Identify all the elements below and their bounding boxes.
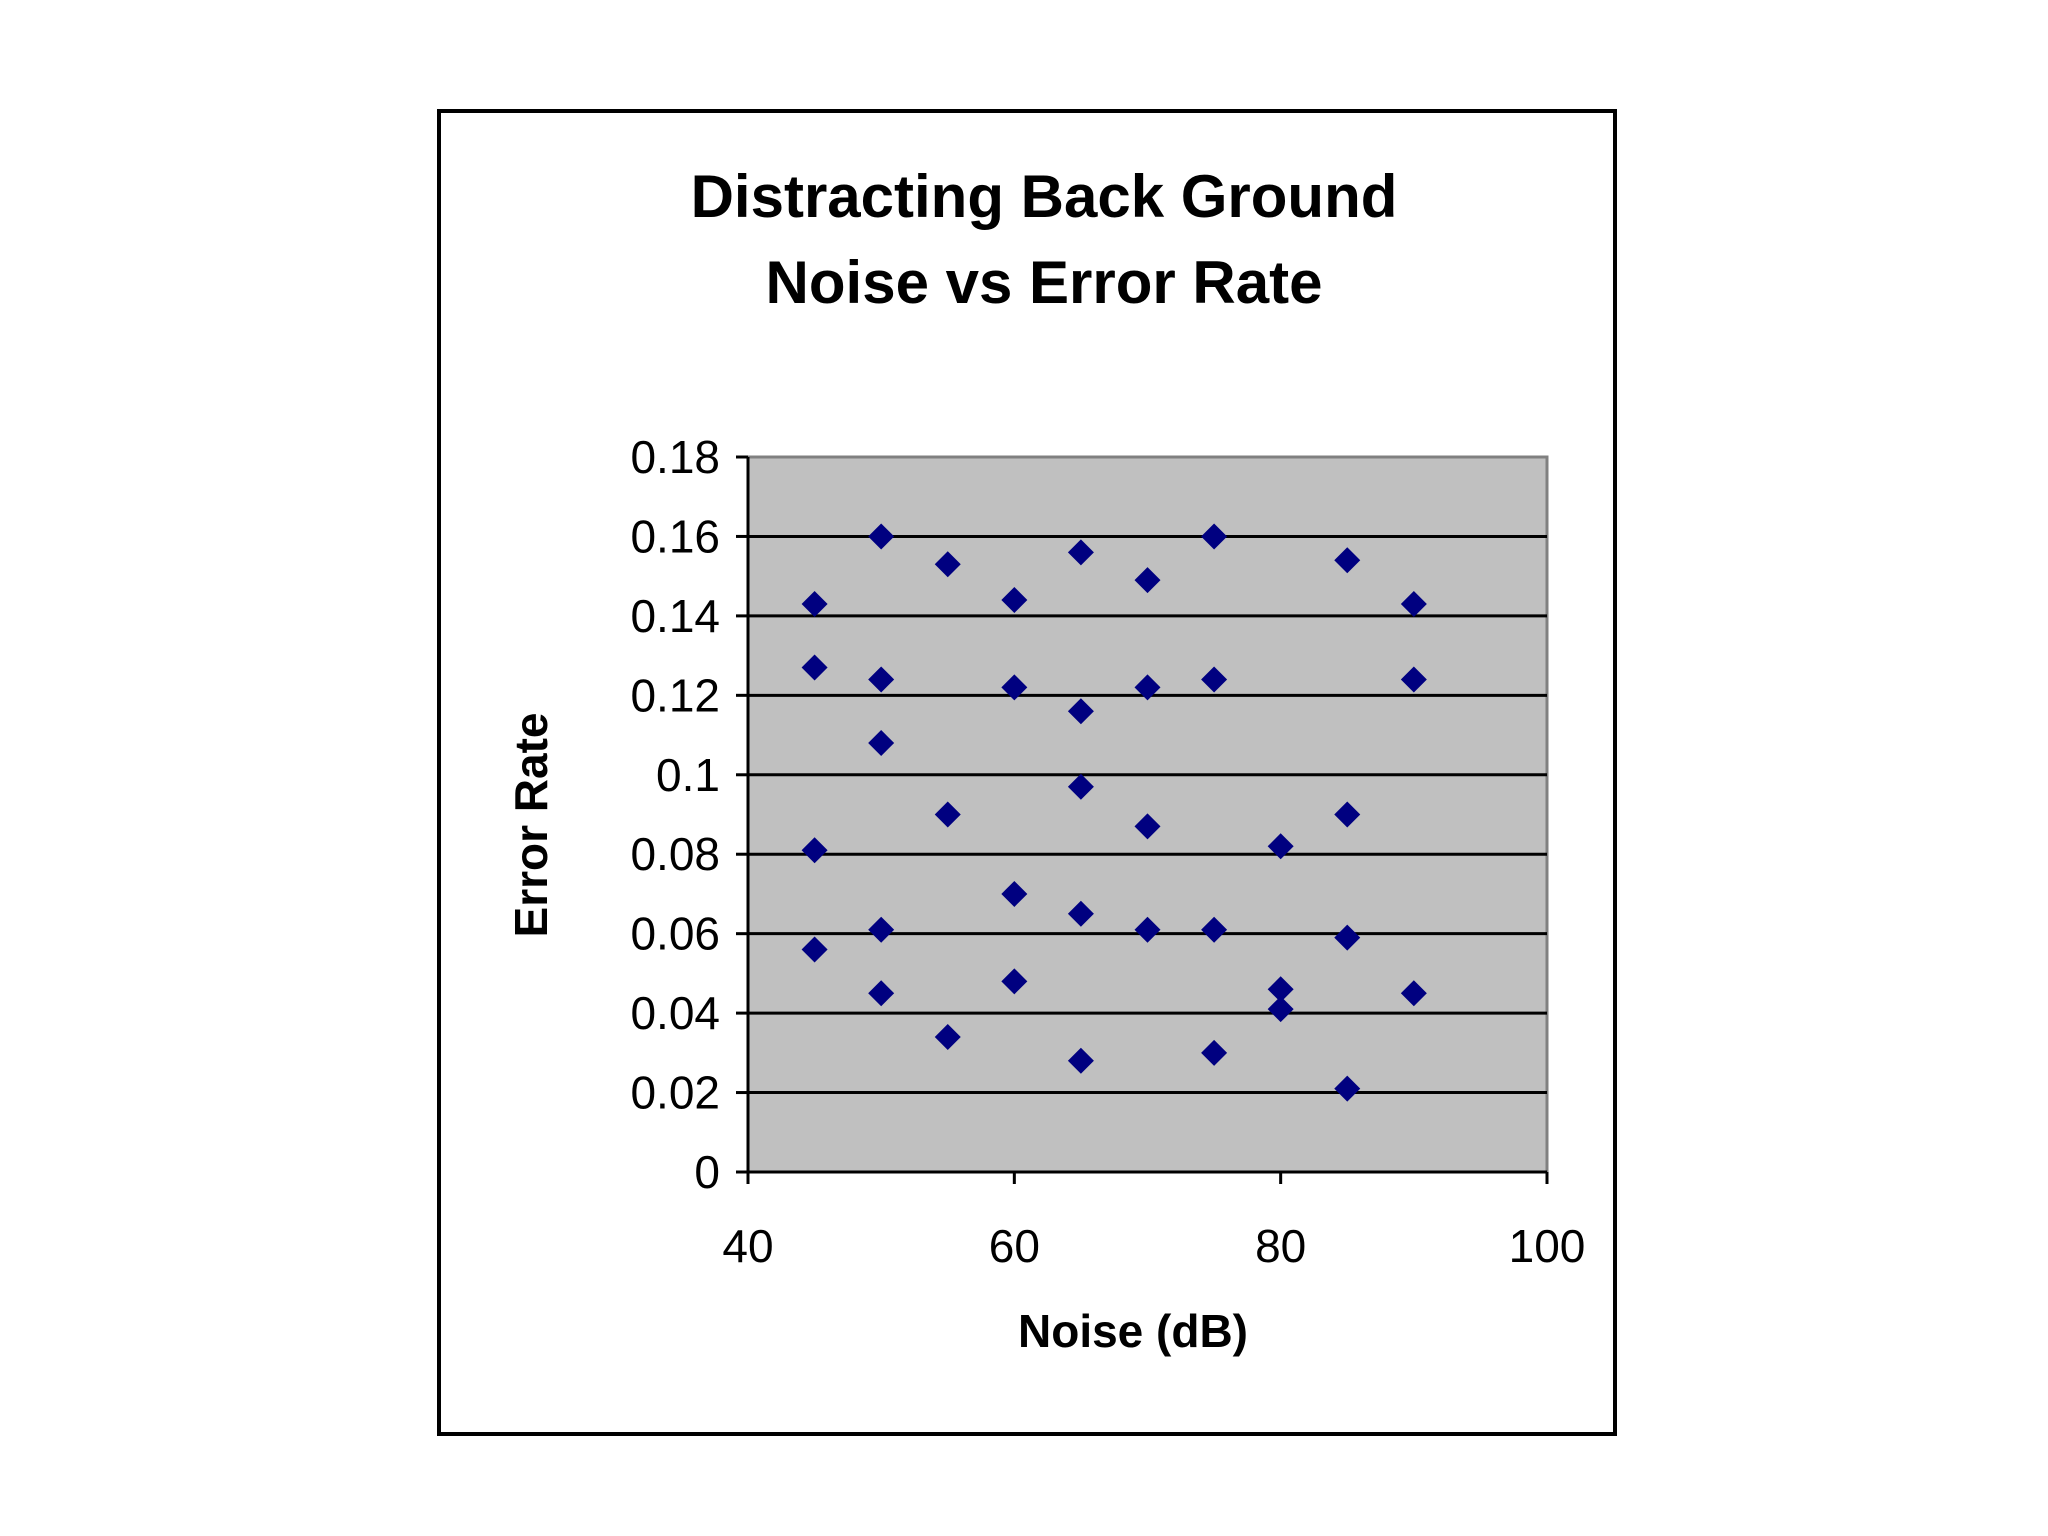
data-point (1134, 916, 1161, 943)
y-tick-label: 0.14 (630, 590, 720, 642)
data-point (868, 980, 895, 1007)
data-point (934, 801, 961, 828)
data-point (868, 730, 895, 756)
data-point (1334, 547, 1361, 574)
y-axis-title: Error Rate (505, 713, 557, 938)
data-point (934, 551, 961, 578)
y-tick-label: 0.1 (656, 749, 720, 801)
data-point (1201, 666, 1228, 693)
x-tick-label: 80 (1255, 1220, 1306, 1272)
chart-title-line-2: Noise vs Error Rate (766, 249, 1323, 316)
data-point (1001, 880, 1028, 907)
data-point (801, 936, 828, 963)
y-tick-label: 0.02 (630, 1067, 720, 1119)
data-point (868, 523, 895, 550)
data-point (1334, 924, 1361, 951)
y-tick-label: 0.12 (630, 669, 720, 721)
x-tick-label: 100 (1509, 1220, 1586, 1272)
data-point (1067, 900, 1094, 927)
data-point (801, 837, 828, 864)
data-point (1400, 666, 1427, 693)
data-point (934, 1023, 961, 1050)
data-point (1067, 698, 1094, 725)
data-point (1267, 996, 1294, 1023)
y-tick-label: 0.04 (630, 987, 720, 1039)
tick-labels: 0 0.02 0.04 0.06 0.08 0.1 0.12 0.14 0.16 0.18 40 60… (630, 431, 1585, 1272)
scatter-chart: Distracting Back Ground Noise vs Error R… (505, 163, 1585, 1357)
data-point (1334, 1075, 1361, 1102)
axes (736, 455, 1549, 1184)
data-point (1201, 523, 1228, 550)
data-point (868, 666, 895, 693)
data-points (801, 523, 1427, 1102)
data-point (1334, 801, 1361, 828)
data-point (1267, 976, 1294, 1003)
data-point (1067, 773, 1094, 800)
x-axis-title: Noise (dB) (1018, 1305, 1248, 1357)
y-tick-label: 0.06 (630, 908, 720, 960)
data-point (1267, 833, 1294, 860)
x-tick-label: 60 (989, 1220, 1040, 1272)
data-point (1067, 539, 1094, 566)
data-point (801, 590, 828, 617)
y-tick-label: 0 (694, 1146, 720, 1198)
data-point (1001, 587, 1028, 613)
data-point (1201, 916, 1228, 943)
data-point (1067, 1047, 1094, 1074)
y-tick-label: 0.18 (630, 431, 720, 483)
data-point (868, 916, 895, 943)
chart-title-line-1: Distracting Back Ground (691, 163, 1398, 230)
chart-frame: Distracting Back Ground Noise vs Error R… (437, 109, 1617, 1436)
data-point (801, 654, 828, 681)
data-point (1134, 674, 1161, 701)
data-point (1201, 1039, 1228, 1066)
data-point (1001, 968, 1028, 995)
y-tick-label: 0.08 (630, 828, 720, 880)
data-point (1001, 674, 1028, 701)
data-point (1134, 567, 1161, 594)
data-point (1400, 980, 1427, 1007)
data-point (1400, 590, 1427, 617)
data-point (1134, 813, 1161, 840)
x-tick-label: 40 (722, 1220, 773, 1272)
y-tick-label: 0.16 (630, 510, 720, 562)
